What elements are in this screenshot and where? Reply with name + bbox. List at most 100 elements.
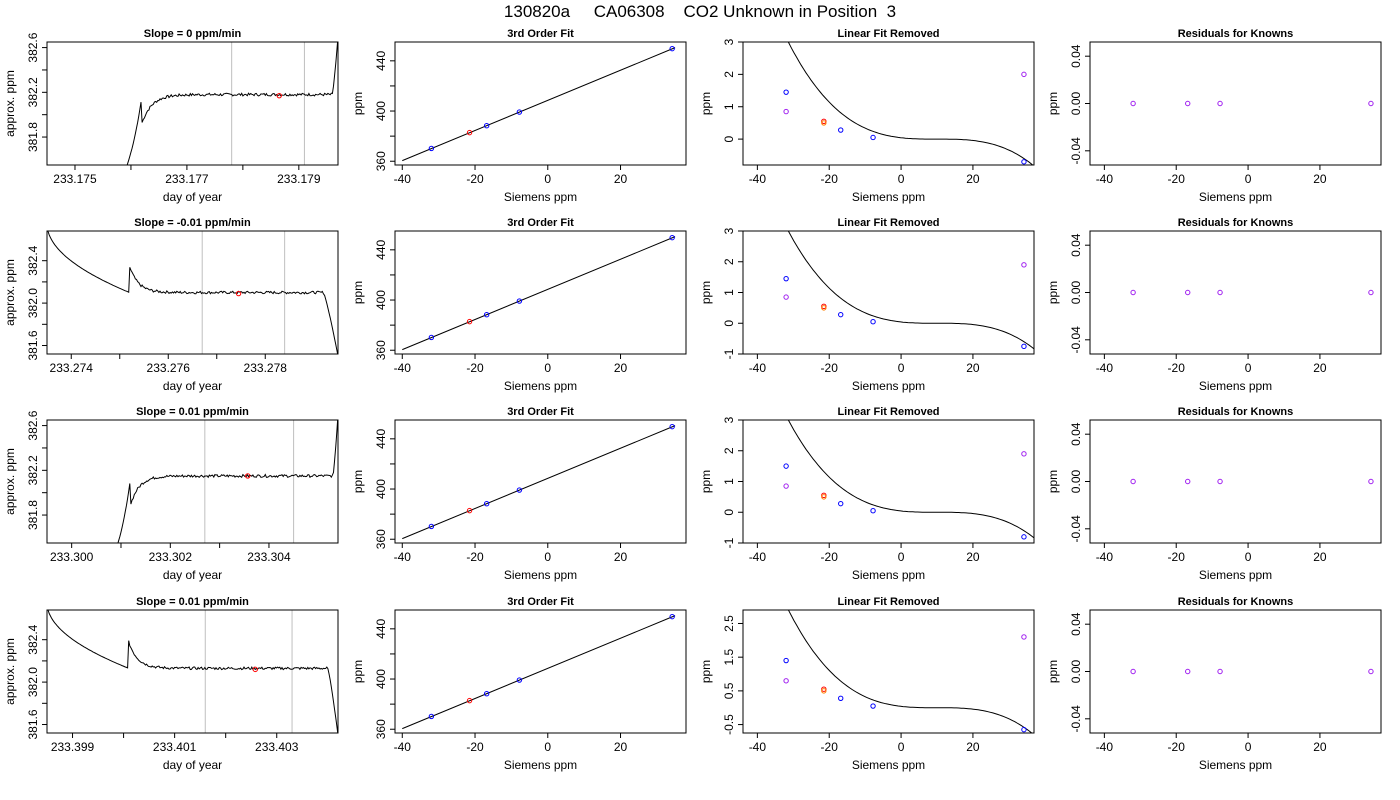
fit-line [402, 47, 676, 162]
panel-title: Residuals for Knowns [1178, 217, 1294, 229]
x-axis-label: Siemens ppm [1199, 190, 1272, 204]
data-point [821, 494, 827, 500]
plot-frame [742, 609, 1035, 734]
panel-title: 3rd Order Fit [507, 596, 574, 608]
x-axis-label: Siemens ppm [852, 379, 925, 393]
y-tick-label: 1 [722, 478, 736, 485]
y-axis-label: approx. ppm [3, 448, 17, 515]
x-tick-label: 233.177 [165, 172, 209, 186]
plot-area [402, 613, 676, 730]
data-point [669, 45, 675, 52]
data-point [783, 678, 789, 684]
y-tick-label: 382.2 [26, 77, 40, 107]
x-tick-label: 20 [1313, 550, 1327, 564]
panel-known-row-2: Residuals for Knowns Siemens ppm ppm -40 -20… [1046, 217, 1382, 393]
plot-frame [742, 419, 1035, 544]
panel-title: 3rd Order Fit [507, 217, 574, 229]
x-axis-label: day of year [163, 568, 222, 582]
cubic-fit-curve [787, 610, 1033, 733]
x-tick-label: -40 [749, 740, 767, 754]
y-tick-label: 3 [722, 227, 736, 234]
plot-frame [1089, 230, 1382, 355]
data-point [821, 118, 827, 125]
x-tick-label: 20 [966, 172, 980, 186]
data-point [1130, 289, 1136, 296]
x-tick-label: 0 [544, 740, 551, 754]
x-tick-label: 233.304 [247, 550, 291, 564]
data-point [838, 127, 844, 133]
data-point [428, 145, 435, 152]
x-axis-label: day of year [163, 379, 222, 393]
x-axis-label: Siemens ppm [852, 758, 925, 772]
y-tick-label: -0.04 [1069, 137, 1083, 165]
y-axis-label: ppm [351, 92, 365, 115]
x-tick-label: 20 [966, 550, 980, 564]
x-tick-label: -20 [1168, 172, 1186, 186]
y-tick-label: 1.5 [722, 649, 736, 666]
y-tick-label: -0.04 [1069, 705, 1083, 733]
sample-mean-marker [252, 666, 258, 673]
x-axis-label: Siemens ppm [504, 758, 577, 772]
x-tick-label: 0 [544, 361, 551, 375]
y-tick-label: 0.00 [1069, 659, 1083, 683]
y-tick-label: 360 [374, 340, 388, 360]
data-point [428, 713, 435, 720]
data-point [870, 134, 876, 141]
data-point [1185, 478, 1191, 485]
y-tick-label: 0.5 [722, 682, 736, 699]
x-tick-label: -40 [1096, 361, 1114, 375]
y-tick-label: 382.6 [26, 410, 40, 440]
y-tick-label: 0 [722, 320, 736, 327]
y-axis-label: approx. ppm [3, 70, 17, 137]
y-tick-label: 382.4 [26, 624, 40, 654]
data-point [483, 123, 490, 129]
y-axis-label: ppm [699, 470, 713, 493]
x-tick-label: 0 [898, 550, 905, 564]
x-tick-label: 0 [898, 740, 905, 754]
panel-title: Residuals for Knowns [1178, 406, 1294, 418]
x-axis-label: Siemens ppm [852, 568, 925, 582]
panel-resid-row-1: Linear Fit Removed Siemens ppm ppm -40 -20 0 2… [699, 28, 1035, 204]
panel-title: Slope = 0.01 ppm/min [136, 406, 249, 418]
concentration-trace [47, 231, 338, 354]
data-point [1021, 262, 1027, 268]
data-point [1130, 478, 1136, 485]
data-point [1185, 100, 1191, 107]
y-tick-label: 440 [374, 618, 388, 638]
y-tick-label: 0.00 [1069, 469, 1083, 493]
data-point [1021, 71, 1027, 78]
y-tick-label: 400 [374, 101, 388, 121]
panel-trace-row-2: Slope = -0.01 ppm/min day of year approx. … [3, 217, 339, 393]
x-tick-label: 233.276 [147, 361, 191, 375]
x-tick-label: -20 [1168, 740, 1186, 754]
panel-known-row-4: Residuals for Knowns Siemens ppm ppm -40 -20… [1046, 596, 1382, 772]
x-tick-label: 0 [1245, 361, 1252, 375]
x-tick-label: 0 [1245, 172, 1252, 186]
y-tick-label: 0.04 [1069, 612, 1083, 636]
x-tick-label: -40 [749, 172, 767, 186]
data-point [1021, 159, 1027, 165]
x-tick-label: 0 [898, 172, 905, 186]
data-point [838, 500, 844, 507]
x-tick-label: -20 [1168, 550, 1186, 564]
data-point [466, 318, 473, 325]
y-tick-label: -0.5 [722, 714, 736, 735]
x-tick-label: -40 [394, 361, 412, 375]
plot-frame [1089, 41, 1382, 166]
data-point [1021, 634, 1027, 640]
y-tick-label: 0 [722, 135, 736, 142]
x-tick-label: 233.179 [277, 172, 321, 186]
sample-mean-marker [235, 290, 242, 297]
y-tick-label: 2 [722, 447, 736, 454]
y-tick-label: 382.0 [26, 667, 40, 697]
x-axis-label: Siemens ppm [504, 568, 577, 582]
fit-line [402, 615, 676, 730]
y-tick-label: 400 [374, 669, 388, 689]
y-tick-label: 0.04 [1069, 233, 1083, 257]
y-tick-label: 2 [722, 258, 736, 265]
x-tick-label: -20 [1168, 361, 1186, 375]
data-point [1368, 668, 1374, 675]
x-tick-label: 20 [1313, 740, 1327, 754]
x-tick-label: -20 [821, 740, 839, 754]
data-point [1368, 289, 1374, 296]
